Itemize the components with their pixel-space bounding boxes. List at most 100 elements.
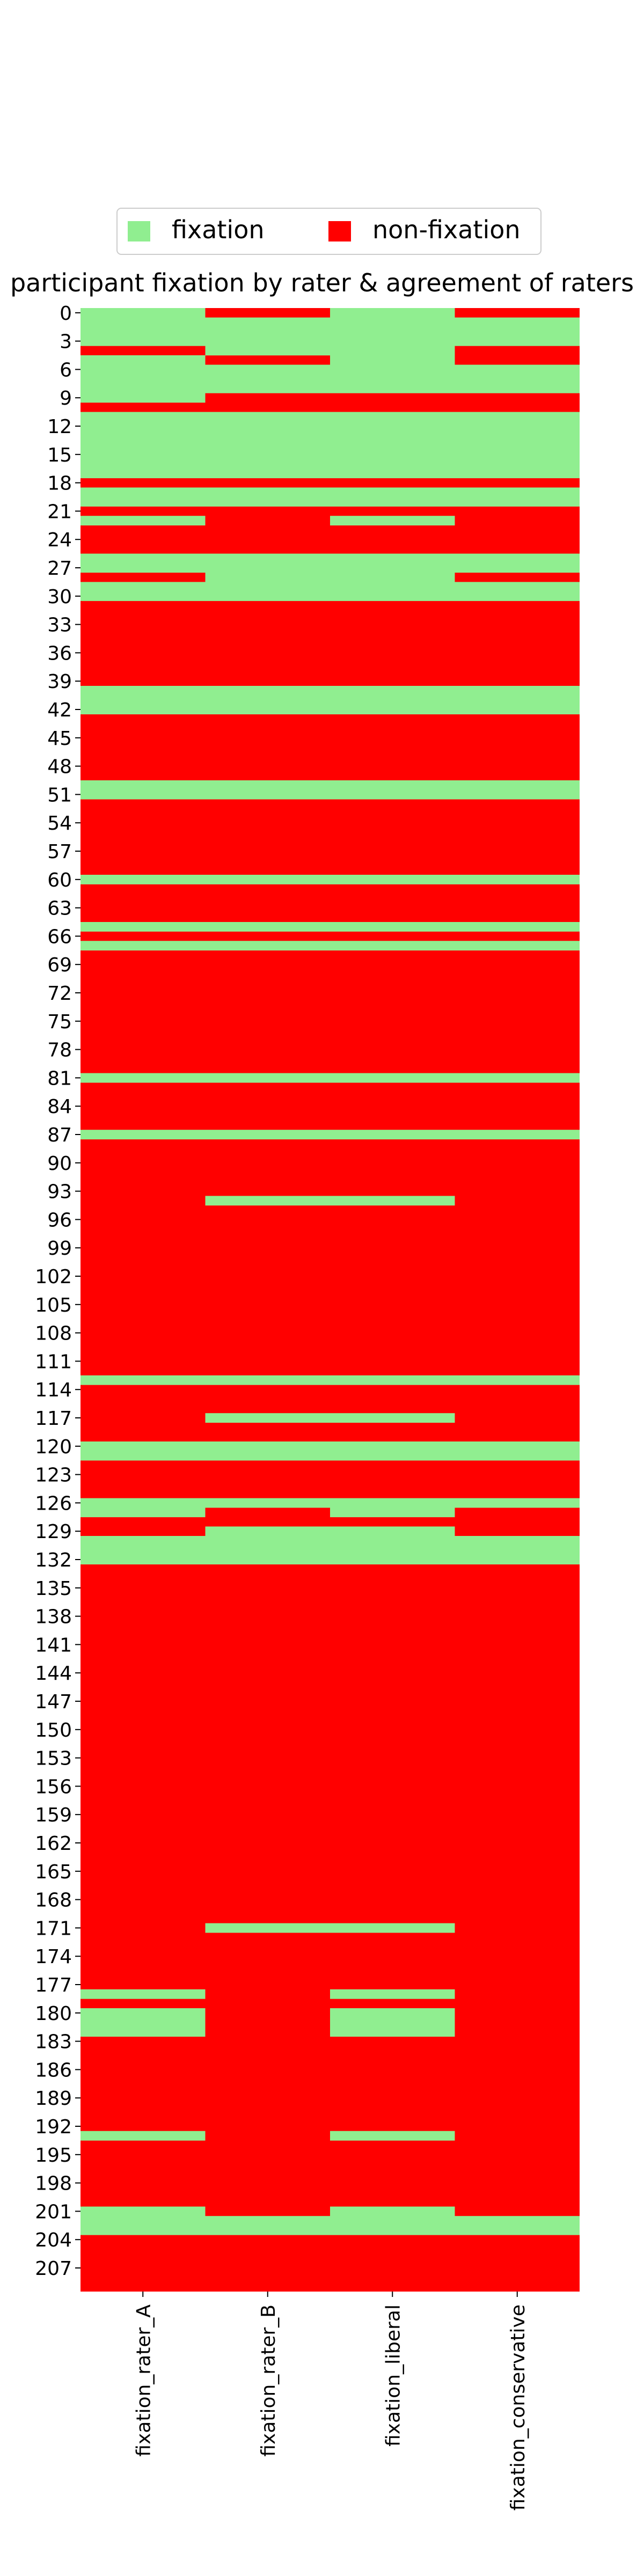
y-tick-label: 141 — [35, 1634, 72, 1656]
fixation-cell — [205, 1498, 330, 1508]
y-tick-label: 159 — [35, 1804, 72, 1826]
y-tick-label: 189 — [35, 2088, 72, 2110]
y-tick-label: 42 — [47, 699, 72, 721]
fixation-cell — [205, 875, 330, 884]
fixation-cell — [330, 686, 455, 715]
y-tick-label: 48 — [47, 756, 72, 778]
fixation-cell — [205, 686, 330, 715]
y-tick-label: 36 — [47, 642, 72, 664]
fixation-cell — [455, 412, 580, 479]
fixation-cell — [330, 1413, 455, 1423]
y-tick-label: 132 — [35, 1549, 72, 1571]
y-tick-label: 54 — [47, 813, 72, 835]
y-tick-label: 27 — [47, 558, 72, 580]
y-tick-label: 96 — [47, 1209, 72, 1231]
fixation-cell — [80, 1536, 206, 1565]
y-tick-label: 3 — [60, 331, 72, 353]
x-tick-label: fixation_rater_A — [133, 2304, 155, 2457]
fixation-cell — [205, 1073, 330, 1083]
y-tick-label: 99 — [47, 1238, 72, 1260]
fixation-cell — [80, 553, 206, 573]
y-tick-label: 153 — [35, 1748, 72, 1770]
y-tick-label: 21 — [47, 501, 72, 523]
y-tick-label: 6 — [60, 359, 72, 381]
fixation-cell — [330, 412, 455, 479]
y-tick-label: 30 — [47, 586, 72, 608]
fixation-cell — [455, 1498, 580, 1508]
y-tick-label: 201 — [35, 2201, 72, 2223]
fixation-cell — [205, 553, 330, 601]
fixation-cell — [80, 582, 206, 601]
fixation-cell — [455, 553, 580, 573]
fixation-cell — [80, 1130, 206, 1140]
fixation-cell — [80, 941, 206, 951]
fixation-cell — [330, 487, 455, 507]
y-tick-label: 195 — [35, 2145, 72, 2167]
fixation-cell — [330, 2206, 455, 2235]
y-tick-label: 60 — [47, 869, 72, 891]
y-tick-label: 150 — [35, 1719, 72, 1741]
fixation-cell — [80, 686, 206, 715]
y-tick-label: 78 — [47, 1040, 72, 1062]
fixation-cell — [205, 941, 330, 951]
fixation-cell — [455, 1073, 580, 1083]
y-tick-label: 33 — [47, 614, 72, 636]
y-tick-label: 120 — [35, 1436, 72, 1458]
fixation-cell — [330, 941, 455, 951]
y-tick-label: 180 — [35, 2003, 72, 2025]
fixation-cell — [80, 2131, 206, 2141]
fixation-cell — [80, 516, 206, 526]
column-background-fixation_rater_A — [80, 308, 206, 2292]
y-tick-label: 129 — [35, 1521, 72, 1543]
fixation-cell — [205, 1130, 330, 1140]
fixation-cell — [205, 364, 330, 393]
y-tick-label: 39 — [47, 671, 72, 693]
y-tick-label: 144 — [35, 1663, 72, 1685]
column-background-fixation_conservative — [455, 308, 580, 2292]
y-tick-label: 87 — [47, 1124, 72, 1146]
y-tick-label: 63 — [47, 898, 72, 920]
x-axis-ticks: fixation_rater_A fixation_rater_B fixation… — [133, 2292, 529, 2511]
y-tick-label: 147 — [35, 1691, 72, 1713]
y-tick-label: 69 — [47, 954, 72, 976]
column-background-fixation_rater_B — [205, 308, 330, 2292]
fixation-cell — [330, 1526, 455, 1565]
fixation-cell — [80, 1073, 206, 1083]
fixation-cell — [330, 1196, 455, 1206]
y-tick-label: 84 — [47, 1096, 72, 1118]
fixation-cell — [80, 2206, 206, 2235]
fixation-cell — [330, 1375, 455, 1385]
fixation-cell — [455, 2216, 580, 2235]
y-tick-label: 57 — [47, 841, 72, 863]
y-tick-label: 111 — [35, 1351, 72, 1373]
legend-swatch-non-fixation — [328, 221, 351, 241]
y-tick-label: 75 — [47, 1011, 72, 1033]
x-tick-label: fixation_conservative — [507, 2304, 529, 2511]
y-tick-label: 114 — [35, 1379, 72, 1401]
fixation-cell — [455, 686, 580, 715]
fixation-cell — [205, 1375, 330, 1385]
chart-title: participant fixation by rater & agreemen… — [10, 268, 634, 297]
fixation-cell — [330, 2008, 455, 2037]
fixation-cell — [455, 582, 580, 601]
y-tick-label: 126 — [35, 1492, 72, 1514]
y-tick-label: 192 — [35, 2116, 72, 2138]
fixation-cell — [455, 317, 580, 346]
fixation-cell — [205, 317, 330, 356]
y-tick-label: 135 — [35, 1578, 72, 1600]
y-tick-label: 18 — [47, 473, 72, 495]
y-tick-label: 15 — [47, 444, 72, 466]
fixation-cell — [80, 1989, 206, 1999]
fixation-cell — [80, 308, 206, 346]
fixation-cell — [455, 941, 580, 951]
fixation-cell — [455, 922, 580, 932]
y-tick-label: 183 — [35, 2031, 72, 2053]
fixation-cell — [330, 308, 455, 393]
fixation-cell — [455, 487, 580, 507]
fixation-cell — [80, 1441, 206, 1461]
y-tick-label: 198 — [35, 2173, 72, 2195]
fixation-cell — [205, 412, 330, 479]
fixation-cell — [330, 553, 455, 601]
y-tick-label: 12 — [47, 416, 72, 438]
y-tick-label: 123 — [35, 1465, 72, 1487]
